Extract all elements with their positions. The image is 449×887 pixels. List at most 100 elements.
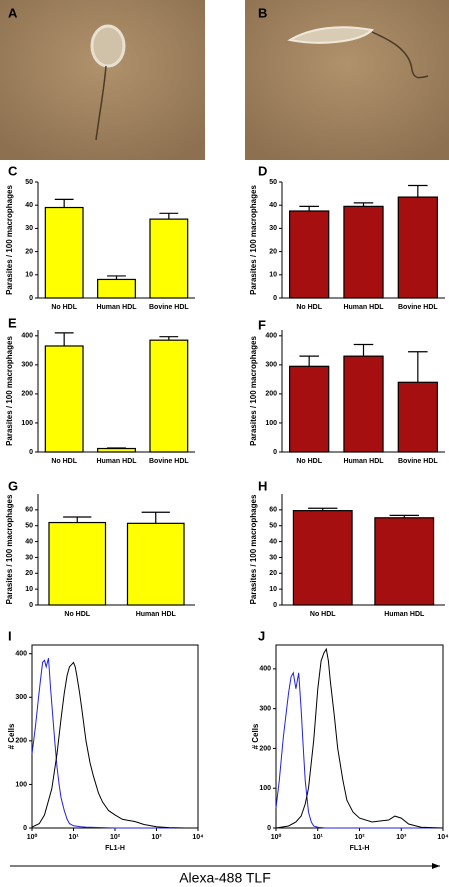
y-tick-label: 0: [273, 602, 277, 609]
y-tick-label: 30: [25, 225, 33, 232]
y-tick-label: 50: [269, 523, 277, 530]
x-tick-label: Human HDL: [384, 611, 425, 618]
y-tick-label: 20: [269, 248, 277, 255]
x-tick-label: 10⁰: [271, 833, 282, 841]
y-axis-label: Parasites / 100 macrophages: [249, 336, 258, 446]
y-tick-label: 0: [267, 825, 271, 832]
histogram-line: [275, 671, 443, 829]
bar: [44, 345, 84, 453]
y-tick-label: 400: [15, 651, 27, 658]
y-tick-label: 10: [25, 272, 33, 279]
y-tick-label: 100: [21, 420, 33, 427]
y-tick-label: 0: [29, 449, 33, 456]
x-tick-label: No HDL: [64, 611, 90, 618]
x-tick-label: No HDL: [51, 304, 77, 311]
y-tick-label: 40: [25, 538, 33, 545]
panel-label: E: [8, 315, 17, 330]
panel-label: D: [258, 163, 267, 178]
panel-label: C: [8, 163, 18, 178]
plot-frame: [31, 644, 199, 829]
bar: [292, 510, 353, 606]
x-tick-label: No HDL: [296, 304, 322, 311]
y-axis-label: Parasites / 100 macrophages: [249, 494, 258, 604]
bar: [397, 381, 438, 453]
x-tick-label: Human HDL: [96, 304, 137, 311]
bar: [97, 447, 136, 453]
x-tick-label: Bovine HDL: [398, 304, 438, 311]
bar: [126, 522, 185, 606]
x-tick-label: No HDL: [310, 611, 336, 618]
y-tick-label: 0: [273, 449, 277, 456]
x-tick-label: 10²: [354, 834, 365, 841]
caption: Alexa-488 TLF: [179, 870, 271, 886]
x-tick-label: No HDL: [296, 458, 322, 465]
y-tick-label: 60: [25, 507, 33, 514]
y-tick-label: 20: [25, 570, 33, 577]
y-tick-label: 20: [269, 570, 277, 577]
bar: [374, 517, 435, 606]
y-tick-label: 10: [269, 272, 277, 279]
y-tick-label: 0: [273, 295, 277, 302]
x-tick-label: 10⁴: [437, 834, 449, 841]
y-axis-label: Parasites / 100 macrophages: [5, 185, 14, 295]
micrograph-a: A: [0, 0, 205, 160]
y-tick-label: 200: [265, 391, 277, 398]
x-tick-label: Bovine HDL: [398, 458, 438, 465]
panel-label: A: [8, 5, 18, 20]
y-tick-label: 300: [265, 362, 277, 369]
y-tick-label: 0: [29, 602, 33, 609]
bar: [44, 206, 84, 299]
y-tick-label: 400: [21, 333, 33, 340]
y-tick-label: 10: [269, 586, 277, 593]
bar: [149, 339, 189, 453]
y-tick-label: 10: [25, 586, 33, 593]
bar: [343, 205, 384, 299]
y-tick-label: 100: [15, 781, 27, 788]
x-tick-label: 10¹: [68, 834, 79, 841]
y-tick-label: 0: [23, 825, 27, 832]
y-tick-label: 40: [25, 202, 33, 209]
x-tick-label: 10⁴: [192, 834, 204, 841]
histogram-line: [31, 661, 198, 829]
y-tick-label: 50: [25, 179, 33, 186]
y-tick-label: 300: [21, 362, 33, 369]
y-axis-label: Parasites / 100 macrophages: [5, 494, 14, 604]
y-tick-label: 40: [269, 202, 277, 209]
x-tick-label: 10³: [396, 834, 407, 841]
x-tick-label: 10²: [110, 834, 121, 841]
panel-label: F: [258, 317, 266, 332]
x-tick-label: Human HDL: [136, 611, 177, 618]
bar: [149, 218, 189, 299]
x-tick-label: 10¹: [313, 834, 324, 841]
bar: [97, 278, 136, 299]
micrograph-b: B: [245, 0, 449, 160]
y-tick-label: 200: [21, 391, 33, 398]
y-tick-label: 300: [259, 705, 271, 712]
bar: [289, 210, 330, 299]
panel-label: B: [258, 5, 267, 20]
y-tick-label: 100: [259, 785, 271, 792]
bar: [397, 196, 438, 299]
y-axis-label: # Cells: [7, 723, 16, 749]
y-tick-label: 30: [269, 554, 277, 561]
panel-label: H: [258, 478, 267, 493]
y-tick-label: 400: [265, 333, 277, 340]
y-axis-label: Parasites / 100 macrophages: [249, 185, 258, 295]
y-tick-label: 30: [25, 554, 33, 561]
panel-label: G: [8, 478, 18, 493]
y-tick-label: 0: [29, 295, 33, 302]
y-tick-label: 200: [15, 738, 27, 745]
histogram-line: [31, 657, 198, 829]
y-axis-label: Parasites / 100 macrophages: [5, 336, 14, 446]
y-tick-label: 400: [259, 666, 271, 673]
x-tick-label: No HDL: [51, 458, 77, 465]
bar: [343, 355, 384, 453]
x-tick-label: Bovine HDL: [149, 304, 189, 311]
x-tick-label: Human HDL: [96, 458, 137, 465]
y-tick-label: 300: [15, 694, 27, 701]
y-tick-label: 50: [25, 523, 33, 530]
y-tick-label: 40: [269, 538, 277, 545]
panel-label: J: [258, 628, 265, 643]
y-tick-label: 100: [265, 420, 277, 427]
